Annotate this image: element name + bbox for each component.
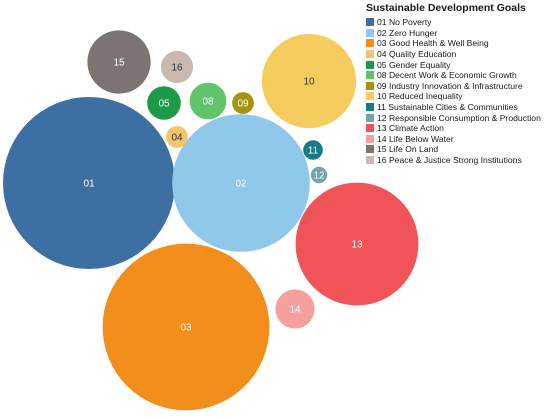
bubble-14: 14: [275, 289, 315, 329]
legend-label: 12 Responsible Consumption & Production: [377, 112, 541, 123]
bubble-16: 16: [160, 50, 194, 84]
bubble-circle-10: [261, 33, 357, 129]
bubble-08: 08: [189, 82, 227, 120]
bubble-circle-15: [87, 30, 151, 94]
legend-item-13: 13 Climate Action: [366, 123, 548, 134]
legend-label: 05 Gender Equality: [377, 59, 451, 70]
legend-item-08: 08 Decent Work & Economic Growth: [366, 70, 548, 81]
legend-item-12: 12 Responsible Consumption & Production: [366, 112, 548, 123]
legend-swatch: [366, 50, 374, 59]
legend-swatch: [366, 60, 374, 69]
legend-label: 03 Good Health & Well Being: [377, 38, 489, 49]
legend-swatch: [366, 124, 374, 133]
bubble-label-12: 12: [313, 171, 325, 182]
legend-label: 01 No Poverty: [377, 17, 432, 28]
legend-swatch: [366, 18, 374, 27]
bubble-02: 02: [172, 114, 310, 252]
bubble-circle-14: [275, 289, 315, 329]
bubble-09: 09: [232, 92, 254, 114]
legend-item-02: 02 Zero Hunger: [366, 28, 548, 39]
bubble-label-09: 09: [237, 99, 249, 110]
legend-label: 04 Quality Education: [377, 49, 457, 60]
legend-item-04: 04 Quality Education: [366, 49, 548, 60]
legend-swatch: [366, 39, 374, 48]
legend-item-10: 10 Reduced Inequality: [366, 91, 548, 102]
bubble-label-04: 04: [171, 133, 183, 144]
bubble-04: 04: [166, 126, 188, 148]
bubble-label-11: 11: [308, 146, 319, 157]
bubble-label-05: 05: [158, 99, 170, 110]
bubble-01: 01: [3, 97, 175, 269]
legend-swatch: [366, 113, 374, 122]
bubble-10: 10: [261, 33, 357, 129]
legend-label: 15 Life On Land: [377, 144, 439, 155]
legend-swatch: [366, 156, 374, 165]
legend-label: 08 Decent Work & Economic Growth: [377, 70, 517, 81]
legend-item-09: 09 Industry Innovation & Infrastructure: [366, 81, 548, 92]
legend-swatch: [366, 145, 374, 154]
bubble-circle-04: [166, 126, 188, 148]
bubble-circle-12: [310, 166, 328, 184]
bubble-circle-11: [303, 140, 323, 160]
bubble-13: 13: [295, 182, 419, 306]
legend-label: 09 Industry Innovation & Infrastructure: [377, 80, 523, 91]
bubble-label-14: 14: [289, 305, 301, 316]
bubble-circle-03: [102, 243, 270, 411]
legend-item-16: 16 Peace & Justice Strong Institutions: [366, 155, 548, 166]
bubble-label-02: 02: [235, 179, 247, 190]
bubble-label-15: 15: [113, 58, 125, 69]
legend-item-05: 05 Gender Equality: [366, 59, 548, 70]
legend-item-01: 01 No Poverty: [366, 17, 548, 28]
legend-item-11: 11 Sustainable Cities & Communities: [366, 102, 548, 113]
bubble-03: 03: [102, 243, 270, 411]
legend-title: Sustainable Development Goals: [366, 2, 526, 14]
legend-swatch: [366, 81, 374, 90]
bubble-circle-08: [189, 82, 227, 120]
bubble-15: 15: [87, 30, 151, 94]
legend-items: 01 No Poverty 02 Zero Hunger 03 Good Healt…: [366, 17, 548, 165]
bubble-circle-02: [172, 114, 310, 252]
legend-label: 10 Reduced Inequality: [377, 91, 463, 102]
legend-label: 16 Peace & Justice Strong Institutions: [377, 155, 522, 166]
bubble-05: 05: [147, 86, 181, 120]
legend-label: 02 Zero Hunger: [377, 27, 438, 38]
legend-swatch: [366, 92, 374, 101]
bubble-label-10: 10: [303, 77, 315, 88]
legend-swatch: [366, 134, 374, 143]
bubble-circle-05: [147, 86, 181, 120]
bubble-circle-09: [232, 92, 254, 114]
legend-label: 11 Sustainable Cities & Communities: [377, 102, 518, 113]
legend-item-14: 14 Life Below Water: [366, 134, 548, 145]
bubble-label-01: 01: [83, 179, 95, 190]
legend-swatch: [366, 103, 374, 112]
bubble-label-03: 03: [180, 323, 192, 334]
bubble-label-08: 08: [202, 97, 214, 108]
bubble-circle-13: [295, 182, 419, 306]
legend-swatch: [366, 28, 374, 37]
legend-item-03: 03 Good Health & Well Being: [366, 38, 548, 49]
bubble-11: 11: [303, 140, 323, 160]
bubble-circle-16: [160, 50, 194, 84]
legend-label: 14 Life Below Water: [377, 133, 454, 144]
legend-item-15: 15 Life On Land: [366, 144, 548, 155]
bubble-circle-01: [3, 97, 175, 269]
bubble-12: 12: [310, 166, 328, 184]
bubble-label-16: 16: [171, 63, 183, 74]
legend-label: 13 Climate Action: [377, 123, 444, 134]
legend-swatch: [366, 71, 374, 80]
legend: Sustainable Development Goals 01 No Pove…: [366, 2, 548, 165]
bubble-label-13: 13: [351, 240, 363, 251]
